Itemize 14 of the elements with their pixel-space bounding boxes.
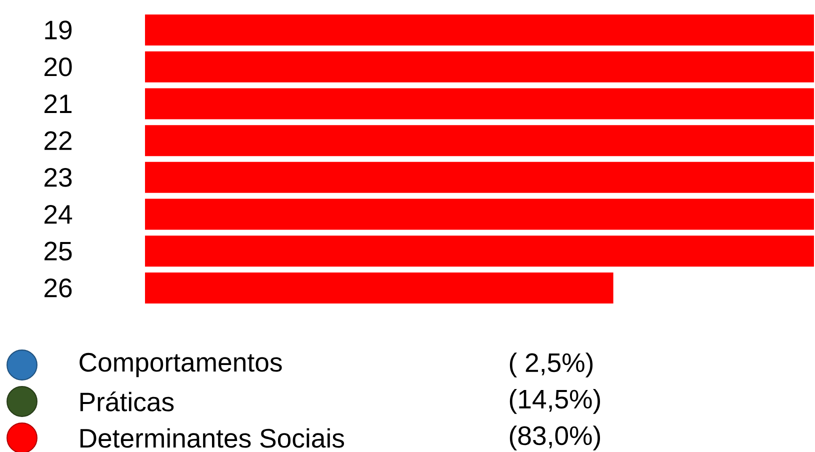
text: (14,5%) (510, 389, 600, 414)
y-tick-label: 23 (44, 168, 72, 187)
y-tick-label: 20 (44, 57, 72, 76)
text: (83,0%) (510, 426, 600, 450)
y-tick-label: 19 (45, 20, 72, 40)
y-tick-label: 21 (44, 94, 72, 114)
y-tick-label: 24 (44, 204, 72, 224)
text: ( 2,5%) (510, 352, 593, 378)
y-tick-label: 22 (44, 131, 72, 150)
legend-label: Determinantes Sociais (80, 428, 344, 448)
y-tick-label: 26 (44, 278, 72, 298)
legend-label: Comportamentos (80, 352, 282, 378)
legend-label: Práticas (80, 392, 174, 412)
y-tick-label: 25 (44, 242, 72, 261)
